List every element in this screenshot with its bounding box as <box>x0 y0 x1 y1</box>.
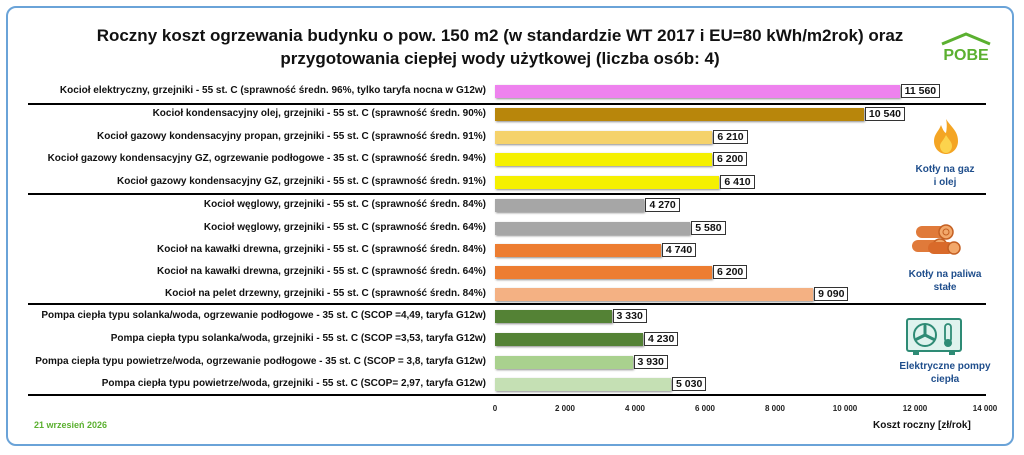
data-label: 4 740 <box>661 243 697 257</box>
bar <box>495 378 672 391</box>
bar <box>495 266 712 279</box>
bar <box>495 131 713 144</box>
x-tick-label: 10 000 <box>832 404 858 413</box>
bar <box>495 333 644 346</box>
data-label: 6 200 <box>713 265 748 279</box>
data-label: 5 580 <box>691 221 726 235</box>
firewood-logs-icon <box>910 222 962 261</box>
category-label: Pompa ciepła typu solanka/woda, ogrzewan… <box>41 310 486 321</box>
pobe-logo: POBE <box>938 32 994 67</box>
group-label-line: Kotły na paliwa <box>908 269 982 280</box>
bar <box>495 356 633 369</box>
category-label: Pompa ciepła typu powietrze/woda, ogrzew… <box>35 356 486 367</box>
group-label-solid-fuel: Kotły na paliwa stałe <box>900 268 990 294</box>
x-axis-title: Koszt roczny [zł/rok] <box>873 420 971 431</box>
bar <box>495 108 864 121</box>
data-label: 5 030 <box>672 377 707 391</box>
group-separator <box>28 193 986 195</box>
date-text: 21 wrzesień 2026 <box>34 420 108 430</box>
category-label: Kocioł na kawałki drewna, grzejniki - 55… <box>157 266 486 277</box>
flame-icon <box>931 117 961 160</box>
x-tick-label: 8 000 <box>764 404 786 413</box>
group-separator <box>28 303 986 305</box>
category-label: Kocioł gazowy kondensacyjny GZ, ogrzewan… <box>47 153 486 164</box>
bar <box>495 244 661 257</box>
chart-title-line2: przygotowania ciepłej wody użytkowej (li… <box>280 49 720 68</box>
category-label: Kocioł gazowy kondensacyjny GZ, grzejnik… <box>117 176 486 187</box>
category-label: Kocioł węglowy, grzejniki - 55 st. C (sp… <box>203 199 486 210</box>
data-label: 3 930 <box>633 355 668 369</box>
group-separator <box>28 103 986 105</box>
x-tick-label: 12 000 <box>902 404 928 413</box>
logo-text: POBE <box>943 47 989 62</box>
group-label-line: Kotły na gaz <box>915 164 975 175</box>
category-label: Pompa ciepła typu solanka/woda, grzejnik… <box>110 333 486 344</box>
data-label: 6 410 <box>720 175 755 189</box>
data-label: 10 540 <box>864 107 906 121</box>
bar <box>495 288 814 301</box>
data-label: 3 330 <box>612 309 647 323</box>
group-label-line: i olej <box>933 177 957 188</box>
bar <box>495 310 612 323</box>
data-label: 11 560 <box>900 84 941 98</box>
bar <box>495 85 900 98</box>
category-label: Kocioł węglowy, grzejniki - 55 st. C (sp… <box>203 222 486 233</box>
data-label: 6 210 <box>713 130 748 144</box>
category-label: Kocioł na kawałki drewna, grzejniki - 55… <box>157 244 486 255</box>
data-label: 4 270 <box>645 198 680 212</box>
group-separator <box>28 394 986 396</box>
chart-title-line1: Roczny koszt ogrzewania budynku o pow. 1… <box>96 26 904 45</box>
x-tick-label: 6 000 <box>694 404 716 413</box>
x-tick-label: 2 000 <box>554 404 576 413</box>
bar <box>495 222 691 235</box>
x-tick-label: 0 <box>492 404 498 413</box>
group-label-line: ciepła <box>930 374 960 385</box>
heat-pump-icon <box>905 317 963 362</box>
group-label-line: Elektryczne pompy <box>899 361 991 372</box>
x-tick-label: 4 000 <box>624 404 646 413</box>
x-tick-label: 14 000 <box>972 404 998 413</box>
category-label: Kocioł kondensacyjny olej, grzejniki - 5… <box>152 108 486 119</box>
data-label: 6 200 <box>713 152 748 166</box>
category-label: Kocioł elektryczny, grzejniki - 55 st. C… <box>59 85 486 96</box>
group-label-gas-oil: Kotły na gaz i olej <box>900 163 990 189</box>
category-label: Kocioł gazowy kondensacyjny propan, grze… <box>97 131 486 142</box>
bar <box>495 153 712 166</box>
group-label-heat-pumps: Elektryczne pompy ciepła <box>889 360 1001 386</box>
chart-title: Roczny koszt ogrzewania budynku o pow. 1… <box>80 24 920 70</box>
bar <box>495 199 645 212</box>
category-label: Pompa ciepła typu powietrze/woda, grzejn… <box>101 378 486 389</box>
data-label: 4 230 <box>644 332 679 346</box>
category-label: Kocioł na pelet drzewny, grzejniki - 55 … <box>164 288 486 299</box>
group-label-line: stałe <box>933 282 957 293</box>
data-label: 9 090 <box>814 287 849 301</box>
bar <box>495 176 720 189</box>
